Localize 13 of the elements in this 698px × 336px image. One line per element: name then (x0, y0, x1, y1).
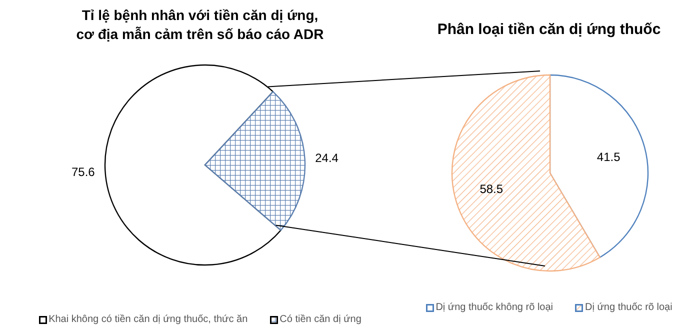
legend-label: Dị ứng thuốc không rõ loại (436, 302, 554, 313)
data-label: 75.6 (72, 164, 96, 179)
chart-title: Phân loại tiền căn dị ứng thuốc (436, 20, 662, 39)
data-label: 24.4 (315, 151, 339, 166)
legend-label: Khai không có tiền căn dị ứng thuốc, thức ăn (48, 314, 248, 325)
legend-label: Dị ứng thuốc rõ loại (585, 302, 672, 313)
pie-slice (204, 91, 306, 231)
pie-slice (104, 64, 282, 266)
pie-slice (549, 74, 649, 258)
data-label: 58.5 (480, 182, 504, 196)
legend-label: Có tiền căn dị ứng (280, 314, 362, 325)
data-label: 41.5 (596, 150, 621, 164)
chart-title: Tỉ lệ bệnh nhân với tiền căn dị ứng, cơ địa mẫn cảm trên số báo cáo ADR (75, 6, 325, 44)
